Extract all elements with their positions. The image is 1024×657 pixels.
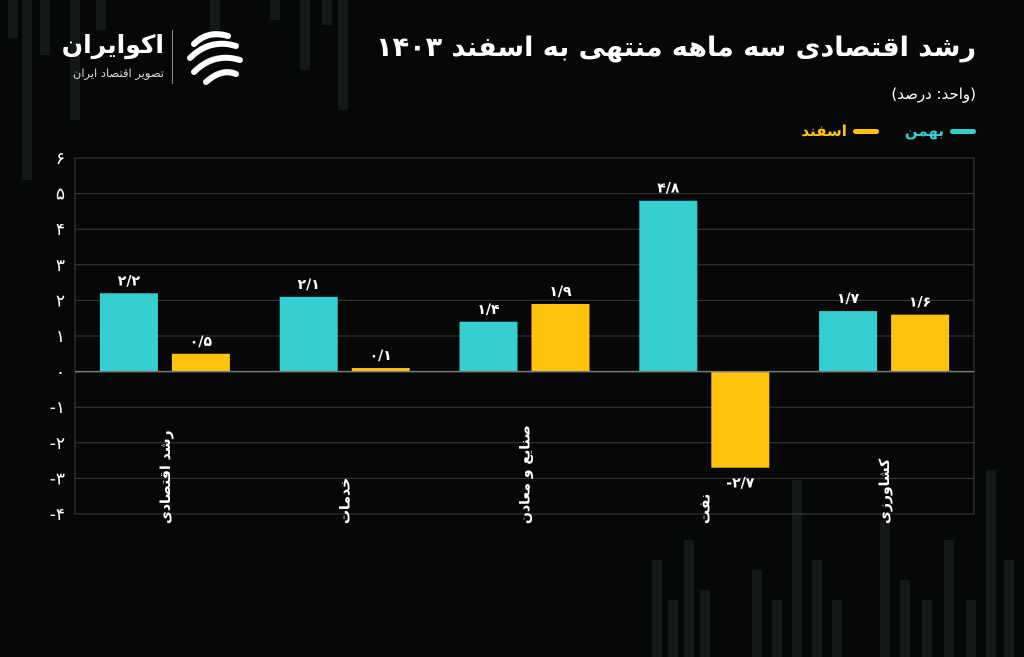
background-bar bbox=[96, 0, 106, 30]
bar-esfand bbox=[891, 314, 950, 372]
x-category-label: رشد اقتصادی bbox=[158, 430, 174, 524]
data-label: ۰/۵ bbox=[190, 334, 213, 350]
x-category-label: نفت bbox=[697, 494, 713, 524]
chart-title: رشد اقتصادی سه ماهه منتهی به اسفند ۱۴۰۳ bbox=[376, 32, 976, 63]
background-bar bbox=[752, 570, 762, 657]
background-bar bbox=[1004, 560, 1014, 657]
data-label: ۱/۴ bbox=[477, 302, 500, 318]
y-tick-label: ۴ bbox=[56, 220, 65, 240]
background-bar bbox=[832, 600, 842, 657]
data-label: ۱/۷ bbox=[837, 291, 860, 307]
background-bar bbox=[8, 0, 18, 38]
x-category-label: کشاورزی bbox=[877, 458, 893, 524]
brand-logo: اکوایران تصویر اقتصاد ایران bbox=[38, 28, 248, 88]
brand-mark-icon bbox=[187, 31, 243, 85]
unit-label: (واحد: درصد) bbox=[891, 85, 976, 103]
x-category-label: صنایع و معادن bbox=[518, 425, 534, 524]
background-bar bbox=[70, 0, 80, 120]
bar-esfand bbox=[711, 371, 770, 468]
brand-name: اکوایران bbox=[61, 30, 164, 59]
y-tick-label: -۳ bbox=[50, 469, 65, 489]
background-bar bbox=[966, 600, 976, 657]
background-bar bbox=[300, 0, 310, 70]
background-bar bbox=[338, 0, 348, 110]
background-bar bbox=[812, 560, 822, 657]
data-label: ۲/۲ bbox=[118, 273, 141, 289]
chart-legend: بهمن اسفند bbox=[801, 120, 976, 142]
background-bar bbox=[944, 540, 954, 657]
background-bar bbox=[772, 600, 782, 657]
bar-bahman bbox=[279, 296, 338, 372]
background-bar bbox=[900, 580, 910, 657]
bar-bahman bbox=[459, 321, 518, 372]
background-bar bbox=[922, 600, 932, 657]
legend-label-bahman: بهمن bbox=[904, 122, 944, 140]
bar-esfand bbox=[171, 353, 230, 372]
data-label: -۲/۷ bbox=[726, 476, 754, 492]
y-tick-label: ۰ bbox=[56, 363, 65, 383]
legend-label-esfand: اسفند bbox=[801, 122, 847, 140]
background-bar bbox=[700, 590, 710, 657]
legend-swatch-bahman bbox=[950, 128, 976, 134]
y-tick-label: ۶ bbox=[56, 149, 65, 169]
background-bar bbox=[322, 0, 332, 25]
bar-bahman bbox=[819, 311, 878, 372]
logo-divider bbox=[172, 30, 173, 84]
legend-item-bahman: بهمن bbox=[905, 122, 976, 140]
background-bar bbox=[22, 0, 32, 180]
background-bar bbox=[792, 480, 802, 657]
background-bar bbox=[880, 520, 890, 657]
x-category-label: خدمات bbox=[338, 478, 354, 524]
y-tick-label: ۵ bbox=[56, 185, 65, 205]
background-bar bbox=[652, 560, 662, 657]
y-tick-label: ۲ bbox=[56, 291, 65, 311]
y-tick-label: -۴ bbox=[50, 505, 65, 525]
background-bar bbox=[270, 0, 280, 20]
data-label: ۱/۶ bbox=[909, 295, 931, 311]
legend-item-esfand: اسفند bbox=[801, 122, 879, 140]
bar-esfand bbox=[351, 368, 410, 372]
brand-tagline: تصویر اقتصاد ایران bbox=[72, 66, 164, 80]
y-tick-label: -۱ bbox=[50, 398, 65, 418]
data-label: ۲/۱ bbox=[298, 277, 320, 293]
legend-swatch-esfand bbox=[852, 128, 879, 134]
bar-esfand bbox=[531, 303, 590, 372]
bar-bahman bbox=[99, 293, 158, 372]
y-tick-label: ۱ bbox=[56, 327, 65, 347]
y-tick-label: -۲ bbox=[50, 434, 65, 454]
background-bar bbox=[40, 0, 50, 55]
data-label: ۱/۹ bbox=[549, 284, 572, 300]
background-bar bbox=[668, 600, 678, 657]
y-tick-label: ۳ bbox=[56, 256, 65, 276]
bar-bahman bbox=[639, 200, 698, 372]
background-bar bbox=[210, 0, 220, 30]
background-bar bbox=[684, 540, 694, 657]
background-bar bbox=[986, 470, 996, 657]
data-label: ۰/۱ bbox=[370, 348, 392, 364]
data-label: ۴/۸ bbox=[657, 181, 680, 197]
